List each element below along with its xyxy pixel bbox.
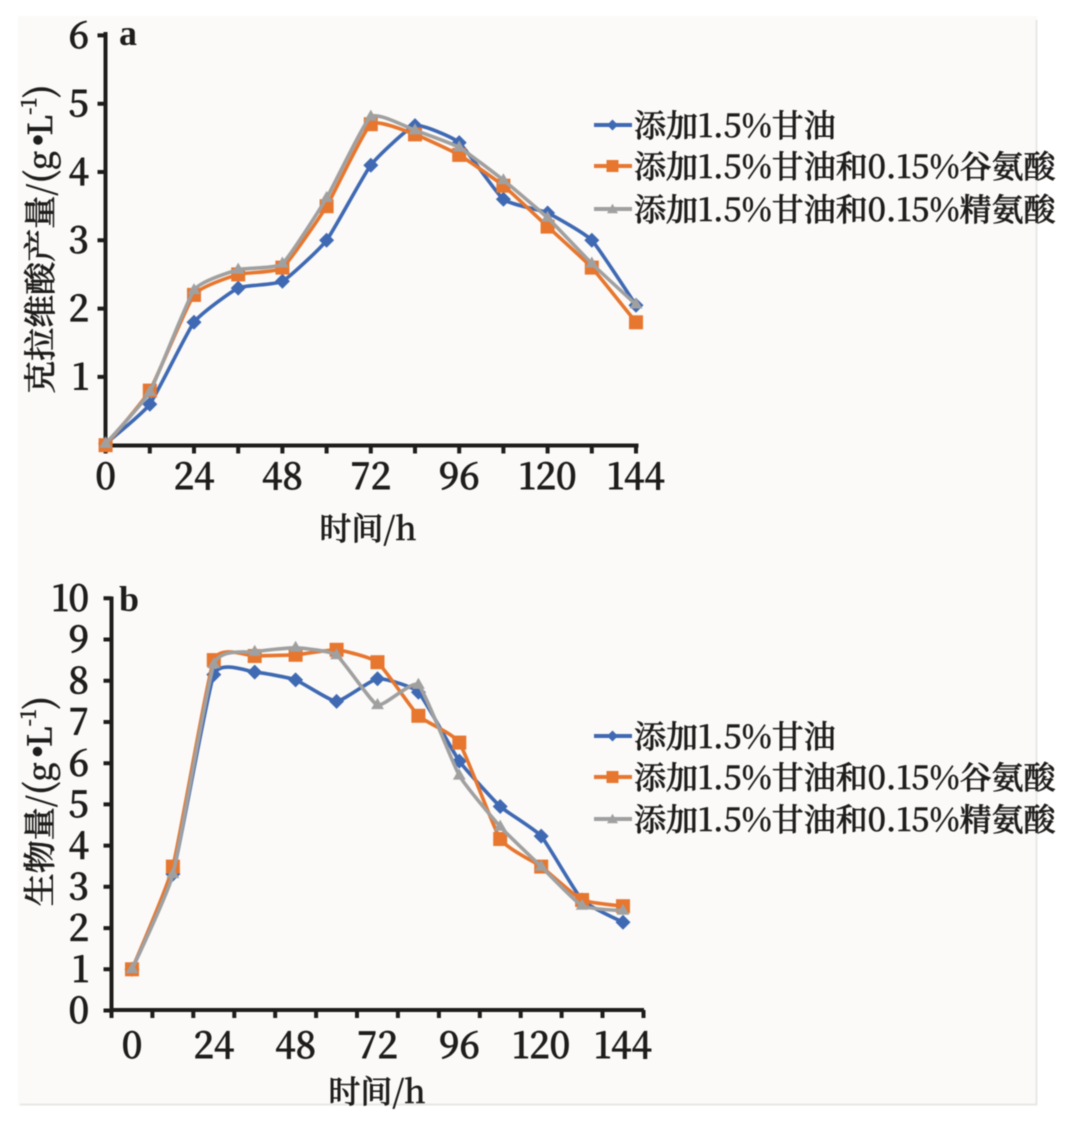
svg-text:b: b	[119, 579, 139, 619]
svg-text:a: a	[119, 13, 137, 53]
